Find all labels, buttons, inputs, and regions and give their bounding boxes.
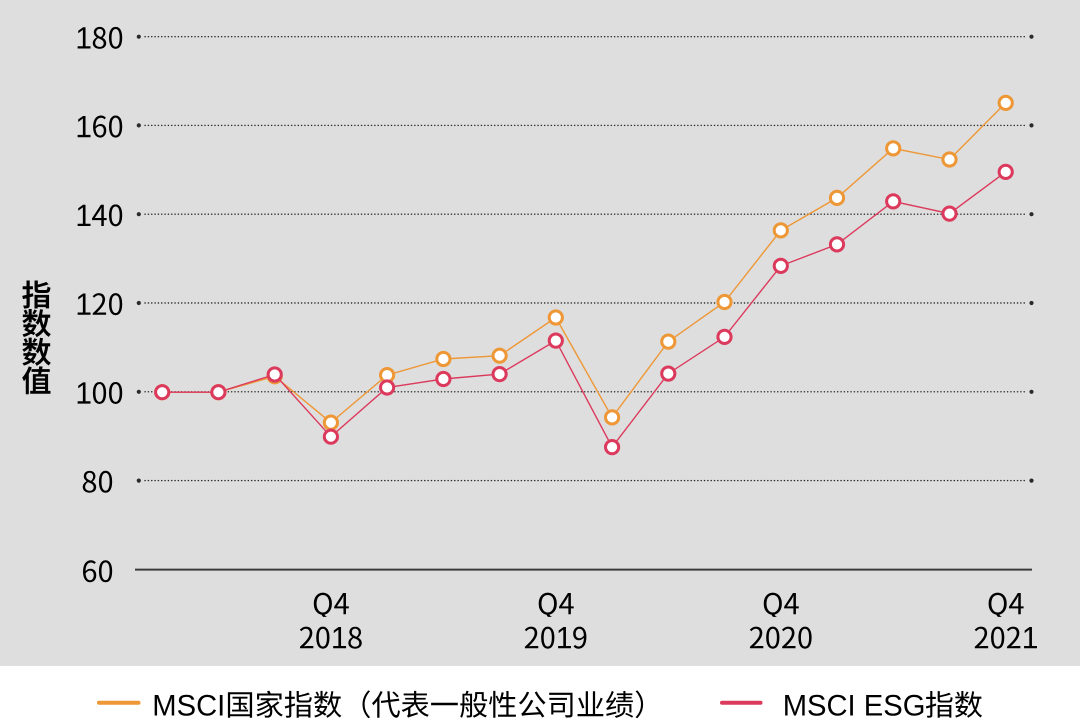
svg-text:MSCI: MSCI [152,690,225,722]
svg-text:MSCI ESG: MSCI ESG [783,690,926,722]
